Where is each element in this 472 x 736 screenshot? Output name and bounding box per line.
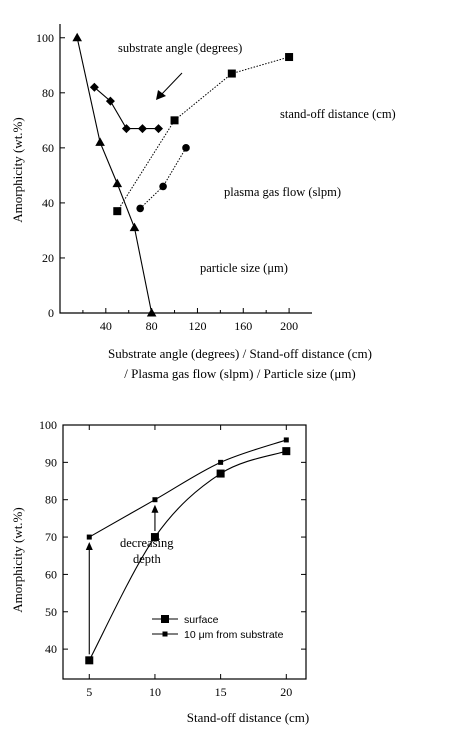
bottom-series-1-point bbox=[152, 497, 158, 503]
legend-marker-0 bbox=[161, 615, 169, 623]
annotation-substrate-angle: substrate angle (degrees) bbox=[118, 41, 242, 55]
bottom-series-1-point bbox=[283, 437, 289, 443]
bottom-series-0-point bbox=[85, 656, 94, 665]
top-y-axis-title: Amorphicity (wt.%) bbox=[10, 117, 25, 222]
bottom-x-tick-label: 5 bbox=[86, 685, 92, 699]
bottom-y-tick-label: 70 bbox=[45, 530, 57, 544]
bottom-series-1-point bbox=[218, 459, 224, 465]
top-series-2-point bbox=[182, 144, 190, 152]
top-y-tick-label: 0 bbox=[48, 306, 54, 320]
top-x-axis-title-line1: Substrate angle (degrees) / Stand-off di… bbox=[108, 346, 372, 361]
annotation-stand-off-distance: stand-off distance (cm) bbox=[280, 107, 396, 121]
top-x-axis-title-line2: / Plasma gas flow (slpm) / Particle size… bbox=[124, 366, 356, 381]
top-y-tick-label: 80 bbox=[42, 86, 54, 100]
top-series-2-point bbox=[159, 182, 167, 191]
bottom-x-tick-label: 15 bbox=[215, 685, 227, 699]
top-y-tick-label: 60 bbox=[42, 141, 54, 155]
top-series-3-point bbox=[95, 137, 105, 146]
bottom-series-line-1 bbox=[88, 439, 287, 538]
depth-arrow-head bbox=[151, 504, 159, 513]
top-series-0-point bbox=[154, 124, 164, 134]
top-series-1-point bbox=[113, 207, 122, 216]
top-series-0-point bbox=[89, 82, 99, 92]
annotation-particle-size: particle size (μm) bbox=[200, 261, 288, 275]
bottom-y-tick-label: 60 bbox=[45, 567, 57, 581]
top-series-3-point bbox=[112, 178, 123, 188]
top-y-tick-label: 40 bbox=[42, 196, 54, 210]
top-series-1-point bbox=[227, 69, 236, 78]
top-series-1-point bbox=[285, 53, 294, 62]
bottom-x-tick-label: 10 bbox=[149, 685, 161, 699]
bottom-y-tick-label: 50 bbox=[45, 605, 57, 619]
top-y-tick-label: 100 bbox=[36, 31, 54, 45]
bottom-series-0-point bbox=[216, 469, 225, 478]
bottom-x-tick-label: 20 bbox=[280, 685, 292, 699]
top-x-tick-label: 80 bbox=[146, 319, 158, 333]
chart-top: Amorphicity (wt.%) Substrate angle (degr… bbox=[10, 24, 396, 381]
bottom-y-axis-title: Amorphicity (wt.%) bbox=[10, 507, 25, 612]
top-x-tick-label: 160 bbox=[234, 319, 252, 333]
top-series-3-point bbox=[129, 222, 140, 232]
bottom-series-1-point bbox=[86, 534, 92, 540]
top-x-tick-label: 40 bbox=[100, 319, 112, 333]
annotation-plasma-gas-flow: plasma gas flow (slpm) bbox=[224, 185, 341, 199]
top-series-line-2 bbox=[139, 147, 187, 209]
top-series-0-point bbox=[121, 124, 131, 134]
bottom-series-line-0 bbox=[88, 450, 287, 661]
annotation-decreasing: decreasing bbox=[120, 536, 174, 550]
bottom-y-tick-label: 90 bbox=[45, 455, 57, 469]
top-x-tick-label: 120 bbox=[188, 319, 206, 333]
bottom-frame bbox=[62, 424, 307, 680]
chart-bottom: Amorphicity (wt.%) Stand-off distance (c… bbox=[10, 418, 309, 725]
legend-label-0: surface bbox=[184, 614, 219, 626]
top-series-1-point bbox=[170, 116, 179, 125]
bottom-y-tick-label: 40 bbox=[45, 642, 57, 656]
bottom-y-tick-label: 100 bbox=[39, 418, 57, 432]
top-series-2-point bbox=[136, 204, 144, 213]
bottom-series-0-point bbox=[150, 533, 159, 542]
top-y-tick-label: 20 bbox=[42, 251, 54, 265]
bottom-x-axis-title: Stand-off distance (cm) bbox=[187, 710, 310, 725]
depth-arrow-head bbox=[85, 542, 93, 551]
legend-marker-1 bbox=[162, 631, 168, 637]
annotation-depth: depth bbox=[133, 552, 162, 566]
top-series-3-point bbox=[72, 32, 82, 42]
top-series-3-point bbox=[146, 308, 157, 317]
top-series-line-3 bbox=[76, 37, 153, 314]
annotation-arrow bbox=[156, 72, 183, 100]
top-series-line-0 bbox=[94, 86, 159, 130]
top-series-0-point bbox=[105, 96, 115, 106]
top-series-0-point bbox=[137, 124, 147, 134]
legend-label-1: 10 μm from substrate bbox=[184, 629, 284, 641]
top-x-tick-label: 200 bbox=[280, 319, 298, 333]
bottom-y-tick-label: 80 bbox=[45, 493, 57, 507]
top-series-line-1 bbox=[116, 56, 290, 212]
bottom-series-0-point bbox=[282, 447, 291, 456]
